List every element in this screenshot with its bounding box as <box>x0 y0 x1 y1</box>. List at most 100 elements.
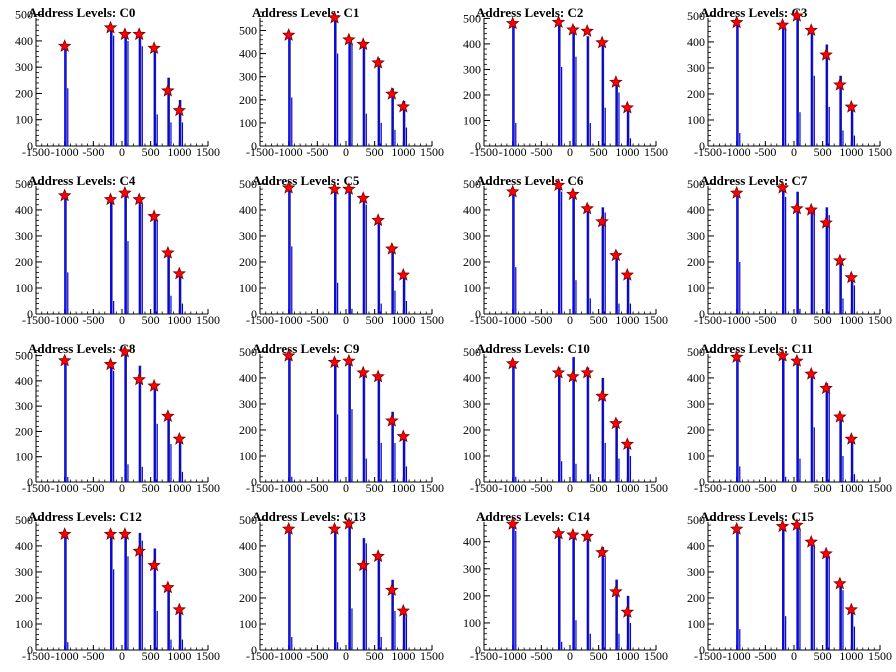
x-tick-label: 0 <box>343 649 349 663</box>
x-tick-label: 1500 <box>644 649 668 663</box>
x-tick-label: -1500 <box>694 649 722 663</box>
y-tick-label: 200 <box>239 93 257 107</box>
peak-marker <box>57 527 72 541</box>
histogram-bar <box>626 272 629 314</box>
y-tick-label: 0 <box>699 475 705 489</box>
peak-marker <box>595 388 609 402</box>
histogram-bar <box>589 123 591 146</box>
y-tick-label: 100 <box>687 449 705 463</box>
peak-marker <box>775 519 790 533</box>
y-tick-label: 100 <box>687 281 705 295</box>
histogram-bar <box>67 272 69 314</box>
histogram-bar <box>127 241 129 314</box>
histogram-bar <box>170 639 172 650</box>
histogram-bar <box>124 34 126 147</box>
x-tick-label: 0 <box>791 313 797 327</box>
histogram-bar <box>365 113 367 146</box>
histogram-bar <box>377 377 380 482</box>
x-tick-label: -500 <box>82 145 104 159</box>
peak-marker <box>505 517 520 530</box>
y-tick-label: 400 <box>687 203 705 217</box>
histogram-bar <box>178 436 181 482</box>
x-tick-label: 1000 <box>839 649 863 663</box>
histogram-bar <box>853 626 856 650</box>
histogram-bar <box>334 362 336 482</box>
histogram-bar <box>181 303 184 314</box>
histogram-bar <box>739 466 741 482</box>
histogram-bar <box>839 75 841 146</box>
peak-marker <box>385 583 399 596</box>
peak-marker <box>132 192 146 206</box>
histogram-bar <box>629 622 632 650</box>
histogram-bar <box>291 246 293 314</box>
histogram-bar <box>380 122 382 146</box>
y-tick-label: 400 <box>463 371 481 385</box>
peak-marker <box>790 353 804 367</box>
histogram-bar <box>799 458 801 482</box>
x-tick-label: 500 <box>366 481 384 495</box>
histogram-bar <box>601 377 604 482</box>
histogram-bar <box>842 455 844 482</box>
histogram-bar <box>575 463 577 482</box>
histogram-bar <box>181 122 184 146</box>
histogram-bar <box>138 199 141 314</box>
histogram-bar <box>561 66 563 146</box>
histogram-bar <box>167 254 169 314</box>
histogram-bar <box>736 357 738 482</box>
chart-panel-14: Address Levels: C14 -1500 -1000 -500 0 500 100… <box>463 509 668 663</box>
histogram-bar <box>575 620 577 650</box>
histogram-bar <box>586 36 589 146</box>
histogram-bar <box>337 282 339 314</box>
peak-marker <box>551 15 566 29</box>
chart-panel-4: Address Levels: C4-1500 -1000 -500 0 500 1000… <box>15 173 220 327</box>
histogram-bar <box>178 272 181 314</box>
y-tick-label: 500 <box>687 513 705 527</box>
histogram-bar <box>572 357 574 482</box>
chart-panel-2: Address Levels: C2-1500 -1000 -500 0 500 1000… <box>463 5 668 159</box>
y-tick-label: 500 <box>15 513 33 527</box>
x-tick-label: -1500 <box>246 649 274 663</box>
y-tick-label: 200 <box>463 589 481 603</box>
x-tick-label: -1000 <box>499 145 527 159</box>
y-tick-label: 500 <box>15 177 33 191</box>
x-tick-label: 0 <box>343 481 349 495</box>
peak-marker <box>790 8 804 22</box>
histogram-bar <box>178 100 181 146</box>
y-tick-label: 400 <box>687 35 705 49</box>
histogram-bar <box>351 308 353 314</box>
histogram-bar <box>141 466 143 482</box>
peak-marker <box>103 20 118 34</box>
chart-title: Address Levels: C6 <box>476 173 584 188</box>
peak-marker <box>844 432 859 445</box>
histogram-bar <box>618 633 620 650</box>
histogram-bar <box>365 204 367 314</box>
histogram-bar <box>589 474 591 482</box>
histogram-bar <box>839 584 841 650</box>
x-tick-label: 0 <box>567 313 573 327</box>
peak-marker <box>729 15 744 29</box>
x-tick-label: 500 <box>814 649 832 663</box>
histogram-bar <box>618 458 620 482</box>
y-tick-label: 0 <box>475 475 481 489</box>
peak-marker <box>356 558 370 572</box>
peak-marker <box>580 529 594 543</box>
histogram-bar <box>810 540 813 650</box>
y-tick-label: 100 <box>15 450 33 464</box>
peak-marker <box>172 602 187 616</box>
x-tick-label: -500 <box>530 313 552 327</box>
y-tick-label: 300 <box>15 229 33 243</box>
histogram-bar <box>618 92 620 146</box>
histogram-bar <box>512 362 514 482</box>
peak-marker <box>609 584 623 598</box>
peak-marker <box>132 27 146 41</box>
y-tick-label: 300 <box>15 399 33 413</box>
peak-marker <box>609 416 623 430</box>
chart-panel-12: Address Levels: C12 -1500 -1000 -500 0 500 100… <box>15 509 220 663</box>
peak-marker <box>566 527 580 541</box>
peak-marker <box>396 603 411 617</box>
histogram-bar <box>736 191 738 314</box>
histogram-bar <box>288 354 290 482</box>
histogram-bar <box>515 123 517 146</box>
y-tick-label: 300 <box>463 229 481 243</box>
x-tick-label: -500 <box>754 481 776 495</box>
